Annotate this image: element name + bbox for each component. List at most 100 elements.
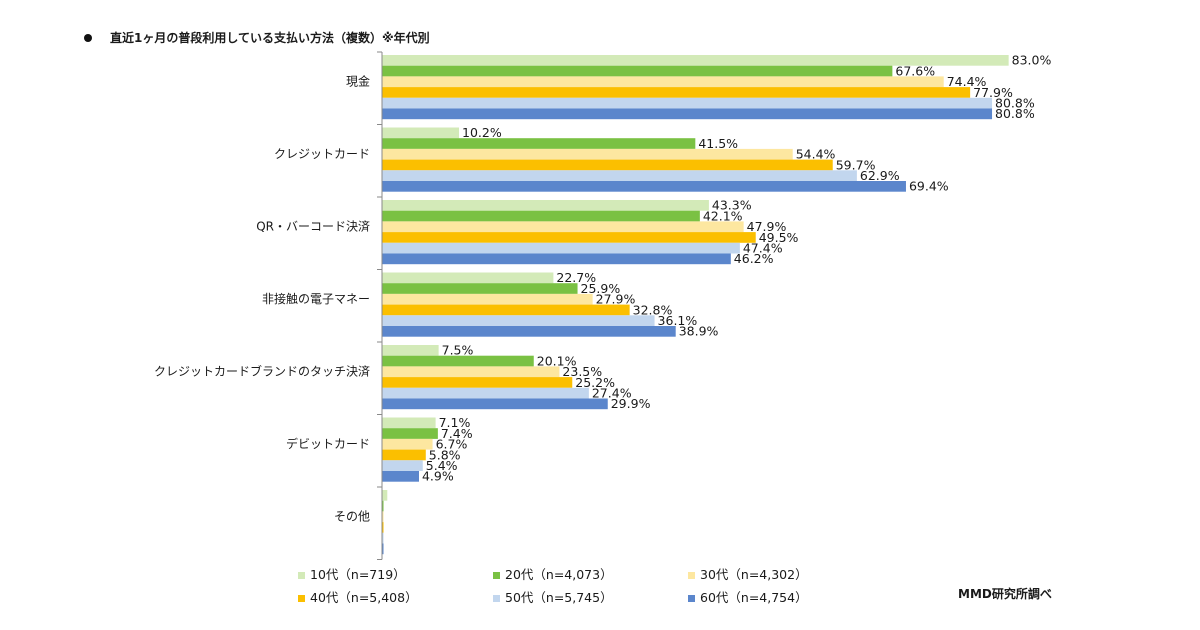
bar <box>382 283 578 294</box>
bar <box>382 355 534 367</box>
bar <box>382 200 709 211</box>
bar <box>382 181 906 192</box>
data-label: 74.4% <box>947 74 987 89</box>
data-label: 23.5% <box>562 364 602 379</box>
data-label: 7.1% <box>439 415 471 430</box>
data-label: 47.9% <box>747 219 787 234</box>
bar <box>382 460 423 471</box>
bar <box>382 471 419 482</box>
category-label: 非接触の電子マネー <box>262 291 370 306</box>
data-label: 59.7% <box>836 157 876 172</box>
data-label: 67.6% <box>895 63 935 78</box>
bar <box>382 387 589 399</box>
bar <box>382 511 384 523</box>
data-label: 25.9% <box>581 281 621 296</box>
chart-title-row: 直近1ヶ月の普段利用している支払い方法（複数）※年代別 <box>84 29 430 46</box>
data-label: 69.4% <box>909 179 949 194</box>
category-label: クレジットカード <box>274 147 370 161</box>
bar <box>382 500 384 512</box>
data-label: 47.4% <box>743 241 783 256</box>
bar <box>382 428 438 439</box>
category-label: クレジットカードブランドのタッチ決済 <box>154 363 370 378</box>
bar <box>382 242 740 254</box>
source-credit: MMD研究所調べ <box>958 587 1052 601</box>
legend-swatch <box>688 572 695 579</box>
bar <box>382 543 384 555</box>
bullet-icon <box>84 33 92 42</box>
bar <box>382 449 426 461</box>
bar <box>382 293 593 305</box>
data-label: 7.5% <box>442 343 474 358</box>
legend-swatch <box>298 595 305 602</box>
data-label: 10.2% <box>462 125 502 140</box>
bar <box>382 366 560 378</box>
bar <box>382 170 857 181</box>
data-label: 6.7% <box>436 437 468 452</box>
data-label: 20.1% <box>537 353 577 368</box>
data-label: 4.9% <box>422 469 454 484</box>
data-label: 22.7% <box>556 270 596 285</box>
data-label: 36.1% <box>658 313 698 328</box>
legend-label: 50代（n=5,745） <box>505 590 613 605</box>
bar <box>382 87 971 98</box>
data-label: 7.4% <box>441 426 473 441</box>
bar <box>382 345 439 356</box>
data-label: 62.9% <box>860 168 900 183</box>
legend-label: 10代（n=719） <box>310 567 406 582</box>
bar <box>382 108 993 120</box>
bar <box>382 326 676 337</box>
data-label: 42.1% <box>703 208 743 223</box>
bar <box>382 417 436 429</box>
data-label: 5.8% <box>429 447 461 462</box>
legend-swatch <box>298 572 305 579</box>
data-label: 80.8% <box>995 96 1035 111</box>
data-label: 32.8% <box>633 302 673 317</box>
legend-label: 40代（n=5,408） <box>310 590 418 605</box>
category-label: 現金 <box>346 73 370 88</box>
bar <box>382 97 993 109</box>
category-label: デビットカード <box>286 436 370 451</box>
bar <box>382 272 554 284</box>
bar <box>382 398 608 410</box>
bar <box>382 232 756 243</box>
data-label: 41.5% <box>698 136 738 151</box>
legend-swatch <box>688 595 695 602</box>
legend-swatch <box>493 595 500 602</box>
data-label: 27.4% <box>592 386 632 401</box>
bar <box>382 532 384 544</box>
bar <box>382 221 744 233</box>
bar <box>382 490 388 501</box>
bar <box>382 253 731 265</box>
data-label: 49.5% <box>759 230 799 245</box>
legend-swatch <box>493 572 500 579</box>
category-label: その他 <box>334 509 370 523</box>
data-label: 77.9% <box>973 85 1013 100</box>
data-label: 29.9% <box>611 396 651 411</box>
bar <box>382 315 655 326</box>
data-label: 27.9% <box>596 292 636 307</box>
bar <box>382 438 433 450</box>
data-label: 80.8% <box>995 106 1035 121</box>
legend-label: 20代（n=4,073） <box>505 567 613 582</box>
bar <box>382 304 630 316</box>
category-label: QR・バーコード決済 <box>256 218 370 233</box>
bar <box>382 148 793 160</box>
legend-label: 60代（n=4,754） <box>700 590 808 605</box>
data-label: 46.2% <box>734 251 774 266</box>
chart-title: 直近1ヶ月の普段利用している支払い方法（複数）※年代別 <box>110 31 430 45</box>
bar <box>382 76 944 88</box>
bar <box>382 210 700 222</box>
bar <box>382 377 573 388</box>
bar <box>382 65 893 77</box>
data-label: 25.2% <box>575 375 615 390</box>
bar <box>382 55 1009 66</box>
bar <box>382 522 384 533</box>
legend-label: 30代（n=4,302） <box>700 567 808 582</box>
data-label: 38.9% <box>679 324 719 339</box>
bar <box>382 138 696 149</box>
data-label: 43.3% <box>712 198 752 213</box>
data-label: 5.4% <box>426 458 458 473</box>
data-label: 54.4% <box>796 147 836 162</box>
